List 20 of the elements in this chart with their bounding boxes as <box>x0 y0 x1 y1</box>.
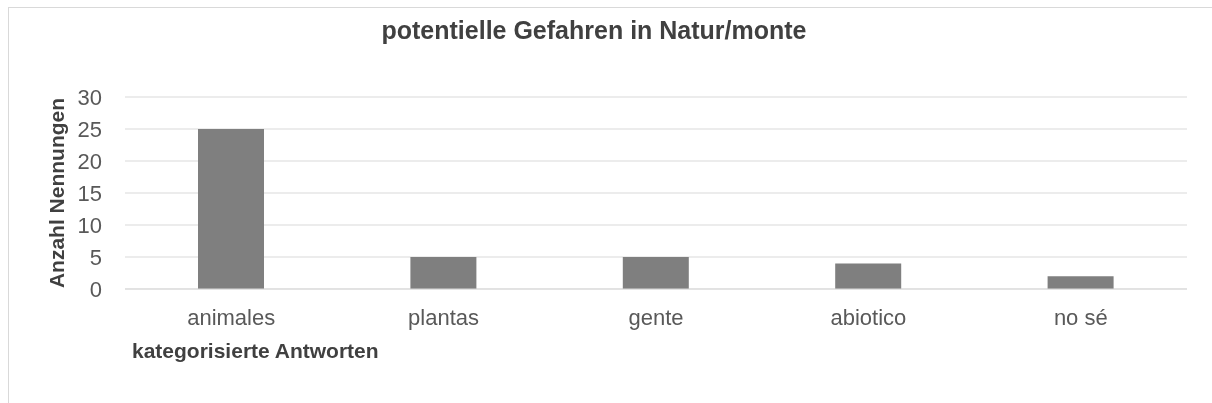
y-tick-label: 25 <box>77 116 102 142</box>
bar <box>198 129 264 289</box>
y-tick-label: 5 <box>89 244 102 270</box>
x-tick-label: animales <box>187 304 276 330</box>
bar <box>410 257 477 289</box>
bar <box>835 263 902 289</box>
bar <box>1047 276 1114 289</box>
chart-title: potentielle Gefahren in Natur/monte <box>380 15 808 45</box>
x-tick-label: gente <box>628 304 684 330</box>
x-tick-label: plantas <box>408 304 480 330</box>
y-tick-label: 10 <box>77 212 102 238</box>
y-tick-label: 30 <box>77 84 102 110</box>
y-tick-label: 20 <box>77 148 102 174</box>
y-axis-title: Anzahl Nennungen <box>45 97 68 289</box>
x-axis-title: kategorisierte Antworten <box>132 339 379 362</box>
x-tick-label: no sé <box>1053 304 1108 330</box>
bar <box>622 257 689 289</box>
y-tick-label: 0 <box>89 276 102 302</box>
y-tick-label: 15 <box>77 180 102 206</box>
x-tick-label: abiotico <box>830 304 907 330</box>
